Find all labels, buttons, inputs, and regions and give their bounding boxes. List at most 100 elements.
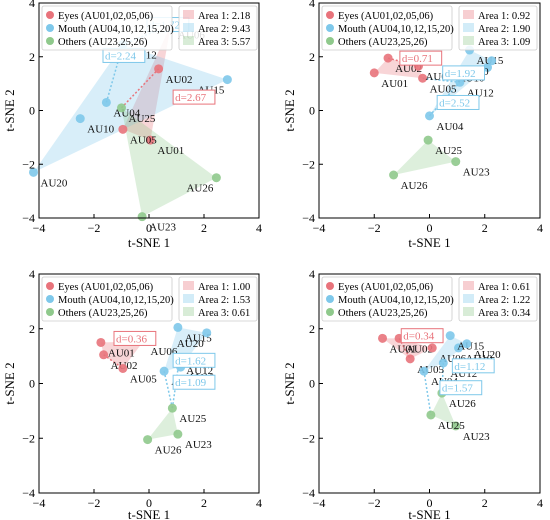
data-point xyxy=(75,114,85,124)
point-label: AU26 xyxy=(155,445,182,457)
legend-area-label: Area 2: 1.90 xyxy=(478,24,530,35)
area-others xyxy=(147,408,178,440)
distance-label-box xyxy=(113,330,157,346)
point-label: AU04 xyxy=(437,121,464,133)
data-point xyxy=(117,103,126,113)
y-tick-label: 2 xyxy=(29,322,35,336)
point-label: AU02 xyxy=(166,74,193,86)
y-axis-label: t-SNE 2 xyxy=(2,362,17,404)
legend-areas-box xyxy=(178,276,258,322)
x-tick-label: 4 xyxy=(256,221,262,235)
y-tick-label: 4 xyxy=(29,267,35,281)
data-point xyxy=(462,339,472,349)
legend-marker xyxy=(46,24,54,32)
x-tick-label: 0 xyxy=(427,496,433,510)
legend-area-label: Area 2: 9.43 xyxy=(198,24,250,35)
point-label: AU25 xyxy=(438,420,465,432)
x-tick-label: 0 xyxy=(427,221,433,235)
data-point xyxy=(101,97,111,107)
data-point xyxy=(438,358,448,368)
point-label: AU23 xyxy=(463,167,490,179)
distance-label: d=1.62 xyxy=(175,355,206,367)
x-tick-label: 0 xyxy=(146,221,152,235)
legend-marker xyxy=(46,282,54,290)
x-tick-label: −2 xyxy=(88,496,101,510)
data-point xyxy=(423,135,433,145)
point-label: AU01 xyxy=(381,78,408,90)
y-tick-label: 0 xyxy=(309,104,315,118)
legend-area-swatch xyxy=(463,307,474,316)
legend-group-label: Eyes (AU01,02,05,06) xyxy=(338,11,434,22)
point-label: AU25 xyxy=(435,145,462,157)
legend-area-swatch xyxy=(463,36,474,45)
point-label: AU20 xyxy=(177,338,204,350)
point-label: AU26 xyxy=(401,180,428,192)
point-label: AU26 xyxy=(449,398,476,410)
area-eyes xyxy=(122,24,171,141)
y-tick-label: −4 xyxy=(22,211,35,225)
distance-label-box xyxy=(451,358,495,374)
legend-area-label: Area 3: 5.57 xyxy=(198,37,250,48)
legend-group-label: Others (AU23,25,26) xyxy=(338,37,428,48)
legend-group-label: Others (AU23,25,26) xyxy=(58,308,148,319)
legend-area-swatch xyxy=(183,36,194,45)
legend-marker xyxy=(46,11,54,19)
distance-label: d=1.92 xyxy=(445,68,476,80)
x-tick-label: 2 xyxy=(201,221,207,235)
distance-label-box xyxy=(439,380,483,396)
data-point xyxy=(222,75,232,85)
legend-area-label: Area 1: 1.00 xyxy=(198,282,250,293)
data-point xyxy=(96,337,106,347)
legend-group-label: Eyes (AU01,02,05,06) xyxy=(58,282,154,293)
point-label: AU05 xyxy=(130,373,157,385)
data-point xyxy=(154,64,164,74)
data-point xyxy=(418,73,428,83)
legend-areas-box xyxy=(458,276,538,322)
point-label: AU23 xyxy=(463,431,490,443)
y-axis-label: t-SNE 2 xyxy=(282,362,297,404)
area-eyes xyxy=(100,341,144,369)
x-tick-label: −2 xyxy=(88,221,101,235)
point-label: AU05 xyxy=(430,83,457,95)
y-tick-label: 0 xyxy=(29,377,35,391)
data-point xyxy=(454,343,464,353)
legend-area-label: Area 1: 0.92 xyxy=(478,11,530,22)
legend-groups-box xyxy=(321,276,453,322)
distance-label: d=1.09 xyxy=(175,377,206,389)
y-tick-label: 2 xyxy=(29,50,35,64)
x-tick-label: 4 xyxy=(537,496,543,510)
data-point xyxy=(202,328,212,338)
point-label: AU02 xyxy=(406,343,433,355)
panel-3: AU01AU02AU05AU06AU04AU10AU12AU15AU20AU23… xyxy=(2,267,262,520)
panel-2: AU01AU02AU05AU06AU04AU10AU12AU15AU20AU23… xyxy=(282,0,543,250)
legend-areas-box xyxy=(178,5,258,51)
point-label: AU25 xyxy=(179,413,206,425)
legend-marker xyxy=(326,308,334,316)
legend-area-label: Area 3: 1.09 xyxy=(478,37,530,48)
x-tick-label: 4 xyxy=(537,221,543,235)
distance-label: d=2.52 xyxy=(439,97,470,109)
distance-label: d=0.36 xyxy=(116,333,147,345)
distance-label: d=1.57 xyxy=(442,383,473,395)
legend-groups-box xyxy=(41,276,173,322)
legend-marker xyxy=(326,295,334,303)
legend-group-label: Mouth (AU04,10,12,15,20) xyxy=(338,295,454,306)
legend-area-swatch xyxy=(463,23,474,32)
data-point xyxy=(405,354,415,364)
point-label: AU12 xyxy=(186,365,213,377)
legend-area-swatch xyxy=(463,10,474,19)
legend-marker xyxy=(46,308,54,316)
legend-area-swatch xyxy=(183,307,194,316)
area-mouth xyxy=(33,44,228,173)
legend-area-swatch xyxy=(183,294,194,303)
legend-area-label: Area 1: 2.18 xyxy=(198,11,250,22)
legend-marker xyxy=(46,295,54,303)
y-tick-label: 0 xyxy=(29,104,35,118)
panel-4: AU01AU02AU05AU06AU04AU10AU12AU15AU20AU23… xyxy=(282,267,543,520)
legend-groups-box xyxy=(41,5,173,51)
y-axis-label: t-SNE 2 xyxy=(2,89,17,131)
legend-areas-box xyxy=(458,5,538,51)
legend-area-label: Area 2: 1.22 xyxy=(478,295,530,306)
data-point xyxy=(383,53,393,63)
data-point xyxy=(451,157,461,167)
